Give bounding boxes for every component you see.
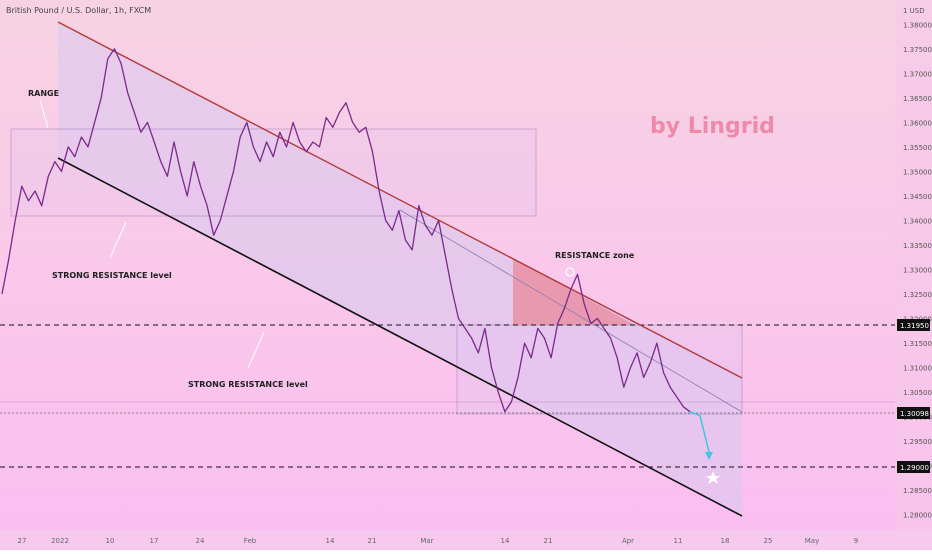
x-tick-label: 9 (854, 537, 858, 545)
range-box (10, 128, 537, 217)
x-tick-label: Mar (420, 537, 433, 545)
annotation-resistance-zone: RESISTANCE zone (555, 251, 635, 260)
x-tick-label: 2022 (51, 537, 69, 545)
y-tick-label: 1.33500 (903, 242, 932, 250)
y-tick-label: 1.34000 (903, 217, 932, 225)
x-tick-label: 14 (501, 537, 510, 545)
x-tick-label: 14 (326, 537, 335, 545)
y-tick-label: 1.31000 (903, 365, 932, 373)
y-tick-label: 1.36000 (903, 119, 932, 127)
chart-title: British Pound / U.S. Dollar, 1h, FXCM (6, 6, 151, 15)
strong-resistance-arrow-1 (109, 221, 127, 259)
x-tick-label: 27 (18, 537, 27, 545)
strong-resistance-arrow-2 (247, 331, 265, 369)
annotation-range: RANGE (28, 89, 59, 98)
x-tick-label: 21 (368, 537, 377, 545)
level-labels: 1.31950 1.30098 1.29000 (897, 319, 930, 473)
y-tick-label: 1.38000 (903, 21, 932, 29)
level-label: 1.30098 (900, 410, 929, 418)
y-tick-label: 1.34500 (903, 193, 932, 201)
lower-trendline (57, 157, 743, 517)
y-tick-label: 1.31500 (903, 340, 932, 348)
range-arrow (39, 99, 49, 129)
x-tick-label: Apr (622, 537, 634, 545)
channel-fill (58, 22, 742, 516)
y-tick-label: 1.35000 (903, 168, 932, 176)
upper-trendline (57, 21, 743, 379)
x-tick-label: 24 (196, 537, 205, 545)
level-label-background (897, 461, 930, 473)
y-tick-label: 1.37500 (903, 46, 932, 54)
watermark-text: by Lingrid (650, 114, 775, 139)
forecast-arrow-head (705, 452, 713, 460)
y-tick-label: 1.29500 (903, 438, 932, 446)
y-tick-label: 1.30500 (903, 389, 932, 397)
x-tick-label: 10 (106, 537, 115, 545)
x-tick-label: 25 (764, 537, 773, 545)
y-tick-label: 1.35500 (903, 144, 932, 152)
annotation-strong-resistance-2: STRONG RESISTANCE level (188, 380, 308, 389)
y-tick-label: 1.33000 (903, 267, 932, 275)
level-label: 1.31950 (900, 322, 929, 330)
annotation-strong-resistance-1: STRONG RESISTANCE level (52, 271, 172, 280)
y-tick-label: 1.28000 (903, 512, 932, 520)
y-axis-ticks: 1.38000 1.37500 1.37000 1.36500 1.36000 1.355… (903, 21, 932, 519)
x-tick-label: 21 (544, 537, 553, 545)
currency-label: 1 USD (903, 7, 925, 15)
x-tick-label: 11 (674, 537, 683, 545)
target-star-icon (706, 471, 720, 484)
y-tick-label: 1.36500 (903, 95, 932, 103)
y-tick-label: 1.32500 (903, 291, 932, 299)
y-tick-label: 1.28500 (903, 487, 932, 495)
x-tick-label: 17 (150, 537, 159, 545)
forecast-arrow (689, 411, 710, 453)
price-axis-background (895, 0, 932, 530)
x-tick-label: Feb (244, 537, 257, 545)
level-label-background (897, 319, 930, 331)
time-axis-background (0, 530, 932, 550)
inner-trendline (399, 209, 743, 413)
resistance-marker-icon (565, 267, 575, 277)
y-tick-label: 1.37000 (903, 70, 932, 78)
x-axis-ticks: 27 2022 10 17 24 Feb 14 21 Mar 14 21 Apr 11 18 25 May 9 (18, 537, 859, 545)
x-tick-label: 18 (721, 537, 730, 545)
price-series (1, 48, 691, 413)
level-label: 1.29000 (900, 464, 929, 472)
level-label-background (897, 407, 930, 419)
x-tick-label: May (805, 537, 819, 545)
lower-range-box (456, 324, 743, 415)
